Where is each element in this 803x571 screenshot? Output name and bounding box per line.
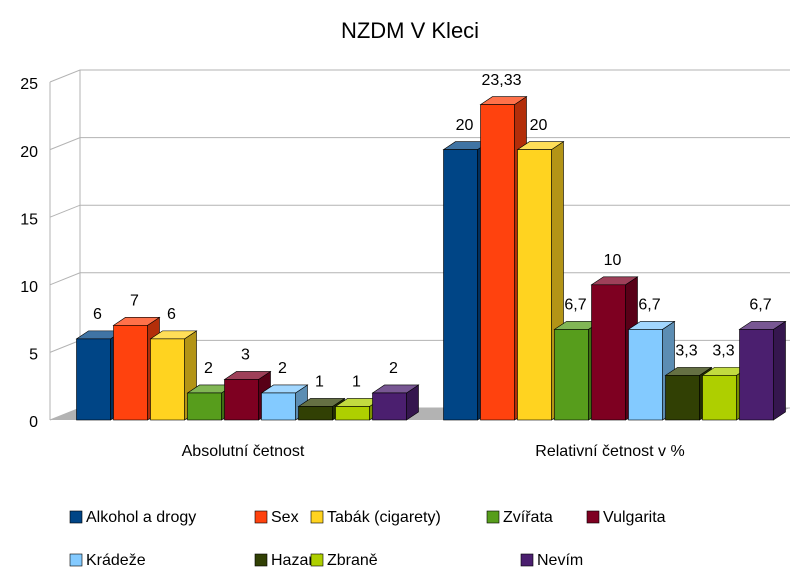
bar-side	[773, 320, 786, 421]
data-label: 3,3	[675, 343, 697, 360]
data-label: 3,3	[712, 343, 734, 360]
y-tick-label: 20	[20, 144, 38, 161]
legend-label: Zbraně	[327, 552, 378, 569]
legend-label: Alkohol a drogy	[86, 509, 196, 526]
legend-swatch	[69, 510, 83, 524]
data-label: 6,7	[638, 297, 660, 314]
grid-line	[49, 69, 790, 83]
legend-label: Nevím	[537, 552, 583, 569]
data-label: 2	[389, 360, 398, 377]
y-tick-label: 5	[29, 347, 38, 364]
legend-label: Vulgarita	[603, 509, 666, 526]
chart-title: NZDM V Kleci	[341, 18, 479, 43]
y-tick-label: 15	[20, 211, 38, 228]
data-label: 2	[278, 360, 287, 377]
data-label: 6,7	[749, 297, 771, 314]
data-label: 2	[204, 360, 213, 377]
bar	[298, 406, 333, 421]
bar	[702, 375, 737, 421]
data-label: 1	[315, 374, 324, 391]
bar	[443, 149, 478, 421]
bar	[480, 104, 515, 421]
data-label: 7	[130, 293, 139, 310]
bar	[372, 392, 407, 421]
legend-label: Zvířata	[503, 509, 553, 526]
y-tick-label: 10	[20, 279, 38, 296]
data-label: 20	[530, 117, 548, 134]
bar	[187, 392, 222, 421]
y-tick-label: 0	[29, 414, 38, 431]
x-tick-label: Relativní četnost v %	[535, 443, 684, 460]
y-tick-label: 25	[20, 76, 38, 93]
legend-label: Krádeže	[86, 552, 146, 569]
data-label: 6	[167, 306, 176, 323]
bar	[739, 329, 774, 421]
bar	[591, 284, 626, 421]
bar	[554, 329, 589, 421]
bar	[76, 338, 111, 421]
bar	[261, 392, 296, 421]
legend-label: Tabák (cigarety)	[327, 509, 441, 526]
bar	[335, 406, 370, 421]
bar	[113, 325, 148, 421]
bar	[517, 149, 552, 421]
data-label: 3	[241, 347, 250, 364]
legend-swatch	[254, 553, 268, 567]
bar	[150, 338, 185, 421]
legend-swatch	[310, 553, 324, 567]
data-label: 6,7	[564, 297, 586, 314]
data-label: 20	[456, 117, 474, 134]
data-label: 10	[604, 252, 622, 269]
legend-swatch	[254, 510, 268, 524]
bar	[224, 379, 259, 421]
grid-line	[49, 137, 790, 151]
data-label: 23,33	[481, 72, 521, 89]
bar	[628, 329, 663, 421]
data-label: 1	[352, 374, 361, 391]
legend-swatch	[486, 510, 500, 524]
bar	[665, 375, 700, 421]
legend-label: Hazard	[271, 552, 323, 569]
legend-swatch	[69, 553, 83, 567]
data-label: 6	[93, 306, 102, 323]
legend-label: Sex	[271, 509, 299, 526]
legend-swatch	[520, 553, 534, 567]
legend-swatch	[586, 510, 600, 524]
x-tick-label: Absolutní četnost	[182, 443, 305, 460]
legend-swatch	[310, 510, 324, 524]
